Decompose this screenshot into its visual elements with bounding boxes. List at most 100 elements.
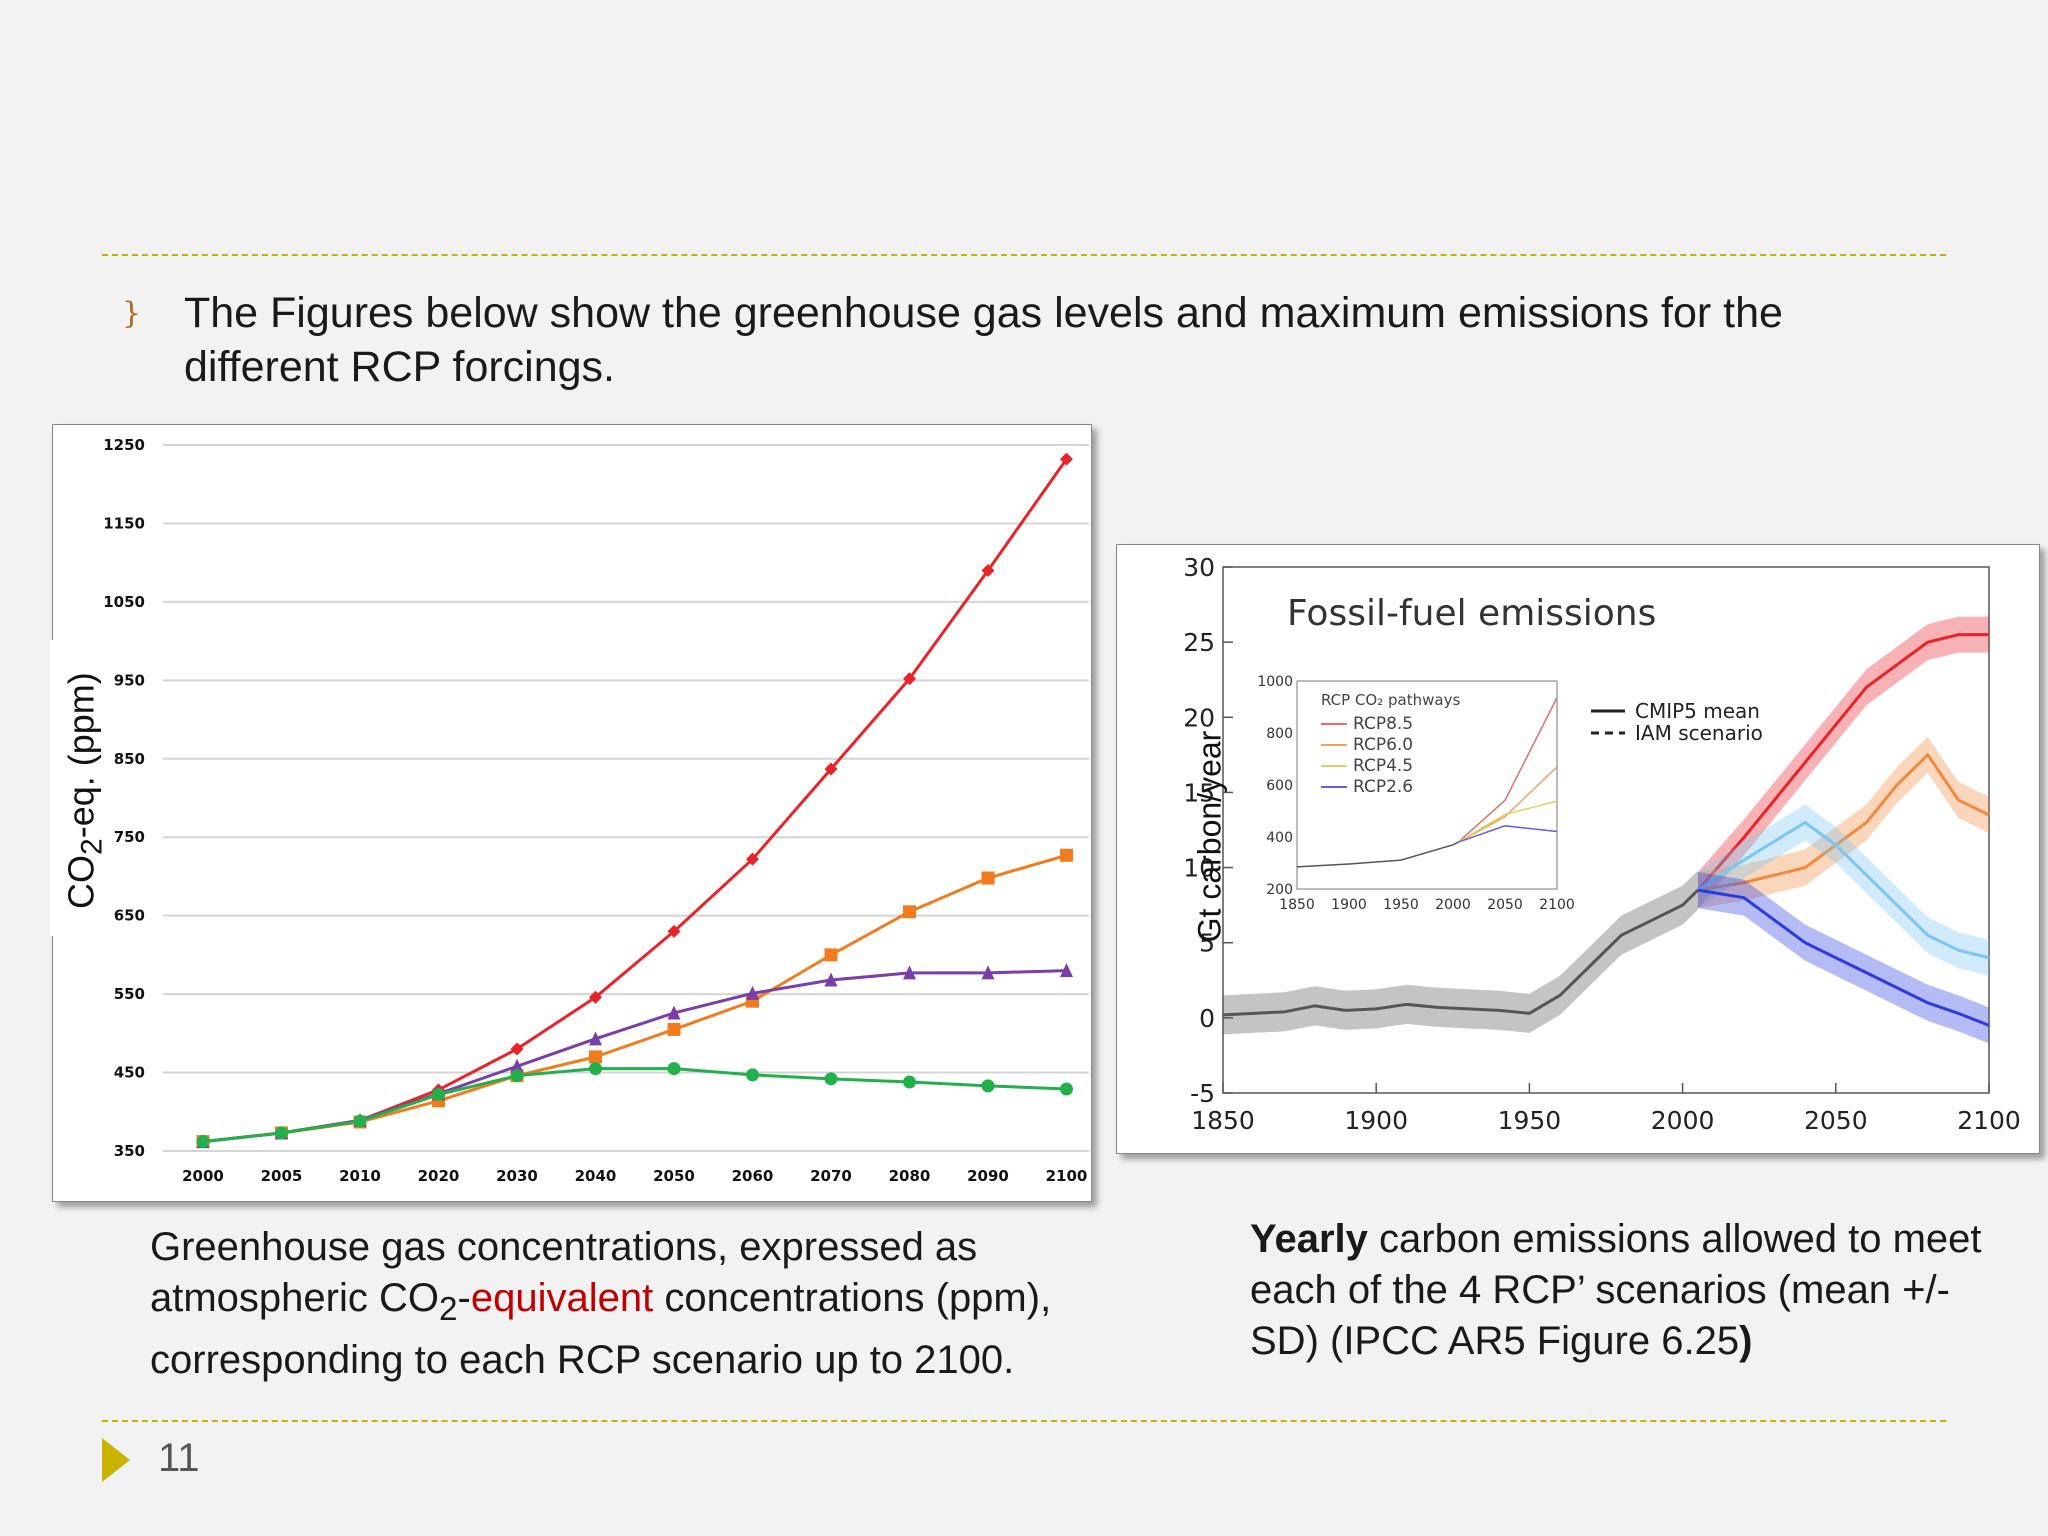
x-tick-label: 2100	[1957, 1106, 2021, 1135]
series-1-marker	[903, 905, 916, 919]
bottom-divider	[102, 1420, 1946, 1422]
series-0-marker	[667, 924, 681, 938]
inset-y-tick-label: 600	[1266, 778, 1293, 794]
series-1-line	[202, 853, 1067, 1144]
series-2-marker	[981, 965, 995, 980]
x-tick-label: 2040	[575, 1167, 617, 1185]
series-0-marker	[981, 564, 995, 578]
series-3-line	[1697, 888, 1990, 1027]
series-3-marker	[353, 1114, 367, 1128]
series-0-line	[1696, 633, 1989, 892]
series-0-marker	[824, 762, 838, 776]
series-3-line	[202, 1067, 1067, 1144]
series-1-band	[1697, 736, 1989, 909]
legend-entry: IAM scenario	[1635, 721, 1763, 745]
series-3-marker	[510, 1069, 524, 1083]
series-1-marker	[589, 1050, 602, 1064]
series-2-marker	[824, 972, 838, 987]
series-2-band	[1697, 804, 1989, 976]
series-3-marker	[589, 1062, 602, 1076]
bullet-icon: }	[122, 296, 142, 331]
y-tick-label: 0	[1199, 1004, 1215, 1033]
y-tick-label: 10	[1183, 854, 1215, 883]
series-3-marker	[1060, 1082, 1073, 1096]
right-caption: Yearly carbon emissions allowed to meet …	[1250, 1217, 1982, 1363]
series-1-marker	[667, 1022, 681, 1036]
inset-x-tick-label: 1850	[1279, 897, 1315, 913]
inset-y-tick-label: 800	[1266, 726, 1293, 742]
series-0-marker	[746, 852, 759, 866]
x-tick-label: 2030	[496, 1167, 538, 1185]
inset-y-tick-label: 400	[1266, 830, 1293, 846]
y-tick-label: 1050	[103, 593, 145, 611]
inset-x-tick-label: 2100	[1539, 897, 1575, 913]
y-tick-label: 650	[114, 907, 145, 925]
inset-x-tick-label: 2050	[1487, 897, 1523, 913]
series-0-marker	[589, 990, 602, 1004]
fossil-fuel-emissions-chart: 30 25 20 15 10 5 0 -5 1850 1900 1950 2000 2050 2100 Fo…	[1116, 544, 2040, 1154]
plot-frame	[1222, 566, 1990, 1094]
series-2-marker	[1060, 963, 1073, 978]
chart-title: Fossil-fuel emissions	[1287, 593, 1656, 634]
y-tick-label: 550	[114, 985, 145, 1003]
x-tick-label: 1850	[1191, 1106, 1255, 1135]
inset-series-0-line	[1457, 697, 1558, 843]
play-triangle-icon	[102, 1438, 130, 1482]
history-band	[1223, 870, 1698, 1035]
series-0-marker	[510, 1042, 524, 1056]
y-tick-label: 450	[114, 1064, 145, 1082]
history-line	[1222, 889, 1699, 1017]
y-tick-label: 20	[1183, 703, 1215, 732]
inset-x-tick-label: 1950	[1383, 897, 1419, 913]
series-0-marker	[1060, 452, 1073, 466]
y-tick-label: 750	[114, 828, 145, 846]
x-tick-label: 2070	[810, 1167, 852, 1185]
series-0-line	[202, 458, 1068, 1144]
y-tick-label: 950	[114, 671, 145, 689]
inset-legend-entry: RCP2.6	[1353, 777, 1413, 797]
inset-series-2-line	[1457, 800, 1558, 843]
y-tick-label: 350	[114, 1142, 145, 1160]
series-1-marker	[981, 871, 995, 885]
x-tick-label: 1900	[1344, 1106, 1408, 1135]
x-tick-label: 2060	[732, 1167, 774, 1185]
inset-legend-entry: RCP6.0	[1353, 735, 1413, 755]
x-tick-label: 2020	[418, 1167, 460, 1185]
y-tick-label: 1250	[103, 436, 145, 454]
legend-entry: CMIP5 mean	[1635, 699, 1760, 723]
inset-frame	[1296, 680, 1558, 890]
series-3-marker	[667, 1062, 681, 1076]
left-caption: Greenhouse gas concentrations, expressed…	[150, 1225, 1052, 1382]
x-tick-label: 2090	[967, 1167, 1009, 1185]
series-3-marker	[196, 1135, 210, 1149]
y-tick-label: 5	[1199, 929, 1215, 958]
series-2-marker	[667, 1005, 681, 1020]
inset-x-tick-label: 1900	[1331, 897, 1367, 913]
inset-y-tick-label: 1000	[1257, 674, 1293, 690]
inset-series-3-line	[1457, 825, 1558, 843]
series-2-marker	[510, 1058, 524, 1073]
y-tick-label: 25	[1183, 628, 1215, 657]
top-divider	[102, 254, 1946, 256]
series-2-marker	[903, 965, 916, 980]
series-2-marker	[589, 1031, 602, 1046]
y-tick-label: 30	[1183, 553, 1215, 582]
y-tick-label: 15	[1183, 778, 1215, 807]
emissions-y-axis-label: Gt carbon/year	[1191, 730, 1228, 943]
series-2-line	[202, 969, 1067, 1144]
inset-x-tick-label: 2000	[1435, 897, 1471, 913]
series-3-marker	[981, 1079, 995, 1093]
series-3-marker	[824, 1072, 838, 1086]
series-1-line	[1697, 752, 1990, 892]
series-1-marker	[824, 948, 838, 962]
co2-chart-svg: 1250 1150 1050 950 850 750 650 550 450 350 2000 200…	[103, 436, 1089, 1185]
x-tick-label: 2080	[889, 1167, 931, 1185]
inset-y-tick-label: 200	[1266, 882, 1293, 898]
x-tick-label: 2010	[339, 1167, 381, 1185]
inset-legend-entry: RCP4.5	[1353, 756, 1413, 776]
y-axis-label: CO2-eq. (ppm)	[60, 672, 109, 909]
series-3-marker	[903, 1075, 916, 1089]
series-2-line	[1697, 820, 1990, 960]
series-3-marker	[746, 1068, 759, 1082]
